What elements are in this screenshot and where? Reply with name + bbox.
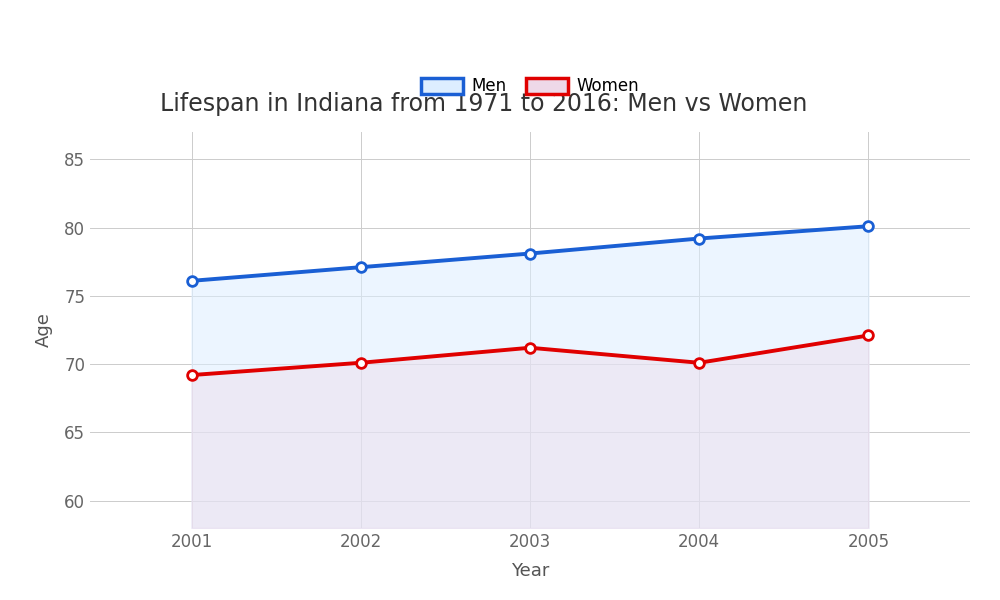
Men: [693, 235, 705, 242]
Line: Women: Women: [187, 331, 873, 380]
Women: [355, 359, 367, 367]
Men: [355, 263, 367, 271]
Men: [524, 250, 536, 257]
Women: [524, 344, 536, 352]
X-axis label: Year: Year: [511, 562, 549, 580]
Legend: Men, Women: Men, Women: [413, 69, 647, 104]
Men: [186, 277, 198, 284]
Text: Lifespan in Indiana from 1971 to 2016: Men vs Women: Lifespan in Indiana from 1971 to 2016: M…: [160, 92, 808, 116]
Line: Men: Men: [187, 221, 873, 286]
Y-axis label: Age: Age: [35, 313, 53, 347]
Women: [693, 359, 705, 367]
Men: [862, 223, 874, 230]
Women: [862, 332, 874, 339]
Women: [186, 371, 198, 379]
